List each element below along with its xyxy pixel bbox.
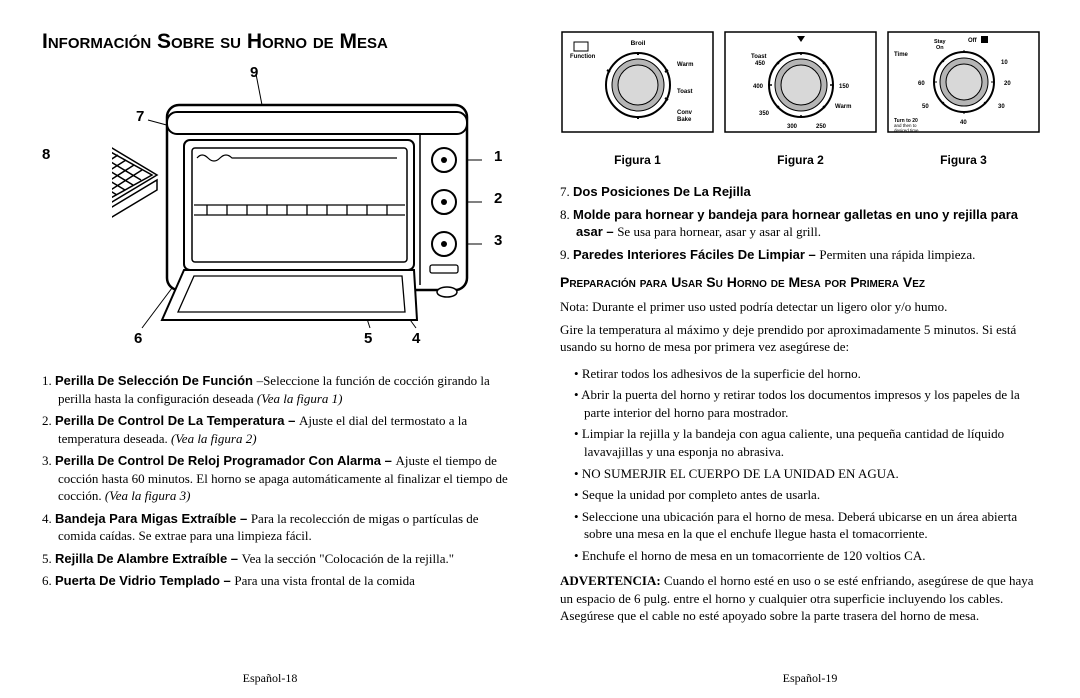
page-right: Broil Warm Toast Conv Bake Function Figu… — [540, 30, 1052, 686]
svg-text:350: 350 — [759, 111, 770, 117]
bullet-item: NO SUMERJIR EL CUERPO DE LA UNIDAD EN AG… — [574, 465, 1038, 483]
list-item: 3. Perilla De Control De Reloj Programad… — [42, 452, 520, 505]
figure-1-label: Figura 1 — [560, 153, 715, 167]
callout-4: 4 — [412, 330, 420, 347]
page-title: Información Sobre su Horno de Mesa — [42, 30, 520, 54]
warning-label: ADVERTENCIA: — [560, 573, 661, 588]
feature-list-right: 7. Dos Posiciones De La Rejilla 8. Molde… — [560, 183, 1038, 268]
figure-3: Off Stay On Time 10 20 30 40 50 60 Turn … — [886, 30, 1041, 167]
bullet-item: Enchufe el horno de mesa en un tomacorri… — [574, 547, 1038, 565]
svg-text:Broil: Broil — [631, 40, 646, 47]
list-item: 6. Puerta De Vidrio Templado – Para una … — [42, 572, 520, 590]
bullet-item: Seque la unidad por completo antes de us… — [574, 486, 1038, 504]
svg-text:Toast: Toast — [751, 54, 767, 60]
svg-text:Off: Off — [968, 38, 978, 44]
svg-text:Warm: Warm — [677, 62, 693, 68]
note-text: Nota: Durante el primer uso usted podría… — [560, 298, 1038, 316]
oven-diagram: 9 7 8 1 2 3 4 5 6 — [42, 64, 520, 354]
svg-text:Function: Function — [570, 54, 596, 60]
svg-text:10: 10 — [1001, 60, 1008, 66]
intro-para: Gire la temperatura al máximo y deje pre… — [560, 321, 1038, 356]
figures-row: Broil Warm Toast Conv Bake Function Figu… — [560, 30, 1038, 167]
figure-1: Broil Warm Toast Conv Bake Function Figu… — [560, 30, 715, 167]
svg-text:300: 300 — [787, 124, 798, 130]
figure-2: Toast 450 400 350 300 250 150 Warm Figur… — [723, 30, 878, 167]
list-item: 4. Bandeja Para Migas Extraíble – Para l… — [42, 510, 520, 545]
callout-2: 2 — [494, 190, 502, 207]
bullet-item: Seleccione una ubicación para el horno d… — [574, 508, 1038, 543]
bullet-item: Limpiar la rejilla y la bandeja con agua… — [574, 425, 1038, 460]
svg-text:450: 450 — [755, 61, 766, 67]
svg-text:20: 20 — [1004, 81, 1011, 87]
callout-1: 1 — [494, 148, 502, 165]
bullet-item: Retirar todos los adhesivos de la superf… — [574, 365, 1038, 383]
warning-para: ADVERTENCIA: Cuando el horno esté en uso… — [560, 572, 1038, 625]
oven-illustration — [112, 70, 492, 330]
page-left: Información Sobre su Horno de Mesa 9 7 8… — [28, 30, 540, 686]
callout-8: 8 — [42, 146, 50, 163]
svg-text:desired time.: desired time. — [894, 128, 920, 133]
list-item: 7. Dos Posiciones De La Rejilla — [560, 183, 1038, 201]
svg-text:30: 30 — [998, 104, 1005, 110]
prep-bullets: Retirar todos los adhesivos de la superf… — [560, 365, 1038, 568]
svg-text:150: 150 — [839, 84, 850, 90]
footer-right: Español-19 — [540, 671, 1080, 686]
bullet-item: Abrir la puerta del horno y retirar todo… — [574, 386, 1038, 421]
list-item: 9. Paredes Interiores Fáciles De Limpiar… — [560, 246, 1038, 264]
svg-text:40: 40 — [960, 120, 967, 126]
section-subtitle: Preparación para Usar Su Horno de Mesa p… — [560, 274, 1038, 290]
svg-text:Time: Time — [894, 52, 909, 58]
list-item: 8. Molde para hornear y bandeja para hor… — [560, 206, 1038, 241]
svg-text:Toast: Toast — [677, 89, 693, 95]
footer-left: Español-18 — [0, 671, 540, 686]
svg-text:50: 50 — [922, 104, 929, 110]
svg-text:Conv: Conv — [677, 110, 693, 116]
list-item: 2. Perilla De Control De La Temperatura … — [42, 412, 520, 447]
dial-1-svg: Broil Warm Toast Conv Bake Function — [560, 30, 715, 145]
callout-6: 6 — [134, 330, 142, 347]
figure-3-label: Figura 3 — [886, 153, 1041, 167]
list-item: 1. Perilla De Selección De Función –Sele… — [42, 372, 520, 407]
figure-2-label: Figura 2 — [723, 153, 878, 167]
svg-text:400: 400 — [753, 84, 764, 90]
svg-text:Warm: Warm — [835, 104, 851, 110]
dial-3-svg: Off Stay On Time 10 20 30 40 50 60 Turn … — [886, 30, 1041, 145]
svg-text:On: On — [936, 45, 944, 51]
callout-3: 3 — [494, 232, 502, 249]
callout-5: 5 — [364, 330, 372, 347]
svg-text:Bake: Bake — [677, 117, 692, 123]
list-item: 5. Rejilla De Alambre Extraíble – Vea la… — [42, 550, 520, 568]
feature-list-left: 1. Perilla De Selección De Función –Sele… — [42, 372, 520, 595]
dial-2-svg: Toast 450 400 350 300 250 150 Warm — [723, 30, 878, 145]
svg-text:250: 250 — [816, 124, 827, 130]
svg-text:60: 60 — [918, 81, 925, 87]
